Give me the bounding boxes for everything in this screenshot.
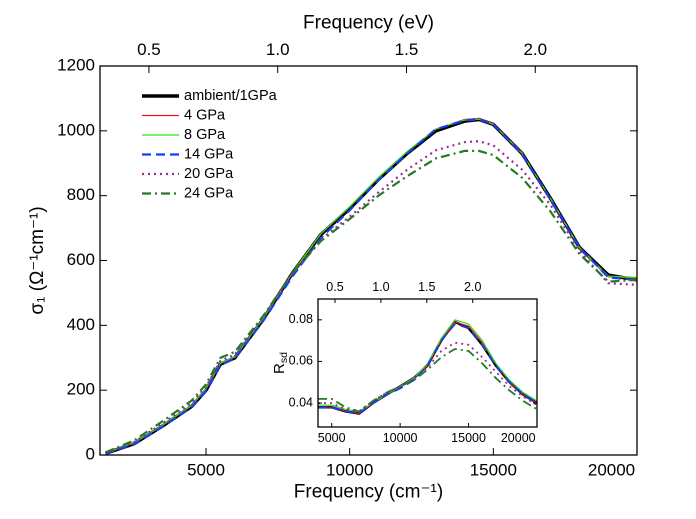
legend-label: ambient/1GPa (184, 88, 278, 104)
y-axis-label-main: R (271, 363, 288, 374)
x-tick-label: 10000 (383, 431, 418, 445)
x2-tick-label: 1.0 (372, 280, 389, 294)
x-tick-label: 15000 (470, 461, 517, 480)
x-tick-label: 20000 (588, 461, 635, 480)
y-tick-label: 800 (67, 185, 95, 204)
y-axis-label-sub: sd (278, 352, 290, 363)
x-tick-label: 5000 (187, 461, 225, 480)
y-tick-label: 0.04 (289, 395, 313, 409)
x-axis-label: Frequency (cm⁻¹) (294, 481, 443, 502)
x2-axis-label: Frequency (eV) (303, 13, 434, 34)
plot-frame (317, 298, 538, 428)
x2-tick-label: 2.0 (464, 280, 481, 294)
x2-tick-label: 0.5 (326, 280, 343, 294)
x-tick-label: 10000 (326, 461, 373, 480)
series-line (105, 149, 637, 454)
series-line (105, 118, 637, 454)
x2-tick-label: 1.0 (266, 40, 290, 59)
y-axis-label: σ₁ (Ω⁻¹cm⁻¹) (27, 206, 48, 314)
legend-label: 20 GPa (184, 166, 234, 182)
series-line (318, 322, 537, 415)
series-line (318, 348, 537, 413)
x2-tick-label: 0.5 (137, 40, 161, 59)
y-tick-label: 0 (86, 444, 95, 463)
legend-label: 24 GPa (184, 185, 234, 201)
x-tick-label: 15000 (451, 431, 486, 445)
y-tick-label: 200 (67, 380, 95, 399)
x2-tick-label: 2.0 (523, 40, 547, 59)
y-tick-label: 0.06 (289, 354, 313, 368)
y-tick-label: 1200 (57, 55, 95, 74)
y-tick-label: 1000 (57, 120, 95, 139)
y-tick-label: 400 (67, 315, 95, 334)
x-tick-label: 5000 (318, 431, 346, 445)
x2-tick-label: 1.5 (395, 40, 419, 59)
y-axis-label: Rsd (271, 352, 290, 374)
x-tick-label: 20000 (501, 431, 536, 445)
series-line (105, 140, 637, 455)
legend-label: 14 GPa (184, 146, 234, 162)
y-tick-label: 600 (67, 250, 95, 269)
x2-tick-label: 1.5 (418, 280, 435, 294)
y-tick-label: 0.08 (289, 312, 313, 326)
legend-label: 8 GPa (184, 127, 226, 143)
legend-label: 4 GPa (184, 107, 226, 123)
